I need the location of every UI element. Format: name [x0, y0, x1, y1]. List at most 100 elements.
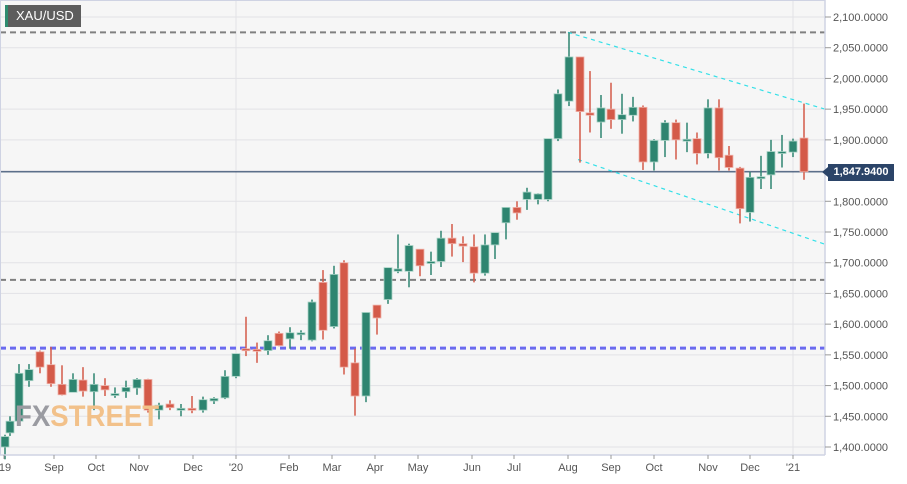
x-tick-label: Aug: [558, 462, 578, 474]
candle: [350, 348, 360, 416]
fxstreet-logo: FXSTREET: [15, 400, 159, 434]
candle: [714, 99, 724, 171]
candle: [533, 193, 543, 205]
channel-lower-line: [577, 158, 826, 245]
y-tick-label: 1,700.0000: [833, 258, 888, 270]
x-tick-label: Dec: [183, 462, 203, 474]
x-axis[interactable]: '19 Sep Oct Nov Dec '20 Feb Mar Apr May Jun Jul Aug S…: [0, 455, 800, 474]
y-tick-label: 1,800.0000: [833, 196, 888, 208]
symbol-label: XAU/USD: [5, 5, 81, 27]
candle: [339, 260, 349, 375]
candle: [522, 187, 532, 210]
y-tick-label: 1,450.0000: [833, 411, 888, 423]
x-tick-label: '21: [786, 462, 800, 474]
candle: [383, 267, 393, 304]
candle: [329, 265, 339, 329]
y-tick-label: 1,550.0000: [833, 350, 888, 362]
horizontal-levels: [0, 31, 828, 350]
y-tick-label: 1,950.0000: [833, 104, 888, 116]
candle: [154, 402, 164, 420]
y-tick-label: 1,750.0000: [833, 227, 888, 239]
candle: [176, 404, 186, 417]
candle: [296, 330, 306, 341]
candle: [143, 378, 153, 413]
candle: [490, 232, 500, 260]
candle: [220, 370, 230, 400]
x-tick-label: '20: [229, 462, 243, 474]
candle: [5, 416, 15, 436]
x-tick-label: Oct: [87, 462, 104, 474]
x-tick-label: Oct: [645, 462, 662, 474]
x-tick-label: Dec: [740, 462, 760, 474]
candle: [285, 327, 295, 349]
candle: [606, 82, 616, 129]
candle: [57, 365, 67, 396]
candle: [501, 207, 511, 240]
x-tick-label: '19: [0, 462, 11, 474]
candle: [447, 224, 457, 257]
candle: [209, 397, 219, 404]
candle: [393, 234, 403, 274]
candle: [724, 146, 734, 171]
x-tick-label: Nov: [129, 462, 149, 474]
candle: [682, 122, 692, 153]
candle: [78, 367, 88, 397]
candle: [628, 96, 638, 122]
y-tick-label: 2,050.0000: [833, 43, 888, 55]
candle: [415, 248, 425, 277]
y-tick-label: 1,400.0000: [833, 442, 888, 454]
candle: [165, 400, 175, 411]
candle: [638, 105, 648, 170]
candle: [469, 234, 479, 283]
candle: [89, 373, 99, 411]
candle: [458, 236, 468, 263]
x-tick-label: May: [408, 462, 429, 474]
x-tick-label: Nov: [698, 462, 718, 474]
x-tick-label: Sep: [44, 462, 64, 474]
grid-lines: [0, 0, 825, 455]
x-tick-label: Feb: [280, 462, 299, 474]
y-axis[interactable]: 2,100.0000 2,050.0000 2,000.0000 1,950.0000…: [825, 12, 888, 454]
candle: [596, 95, 606, 139]
candle: [564, 32, 574, 107]
candle: [480, 234, 490, 276]
candle: [274, 331, 284, 347]
candle: [241, 316, 251, 357]
candle: [198, 396, 208, 413]
trend-channel: [567, 31, 826, 245]
candle: [436, 230, 446, 268]
candle: [575, 56, 585, 163]
candle: [318, 270, 328, 340]
candle: [543, 138, 553, 202]
candles: [0, 32, 809, 460]
candle: [24, 364, 34, 387]
candle: [512, 201, 522, 220]
candle: [46, 346, 56, 387]
candle: [735, 166, 745, 224]
candle: [100, 378, 110, 397]
candle: [231, 353, 241, 379]
candle: [649, 139, 659, 171]
candle: [799, 103, 809, 180]
x-tick-label: Mar: [323, 462, 342, 474]
candle: [617, 93, 627, 134]
candle: [660, 120, 670, 158]
candle: [585, 71, 595, 133]
x-tick-label: Apr: [366, 462, 383, 474]
candle: [307, 299, 317, 342]
candle: [745, 171, 755, 222]
candle: [788, 138, 798, 158]
y-tick-label: 1,650.0000: [833, 288, 888, 300]
plot-area: [0, 0, 825, 455]
candle: [263, 335, 273, 355]
logo-street: STREET: [50, 400, 160, 433]
candle: [132, 378, 142, 395]
candle: [766, 139, 776, 189]
candle: [553, 89, 563, 142]
candle: [187, 396, 197, 414]
candle: [756, 155, 766, 189]
x-tick-label: Jul: [507, 462, 521, 474]
y-tick-label: 2,100.0000: [833, 12, 888, 24]
